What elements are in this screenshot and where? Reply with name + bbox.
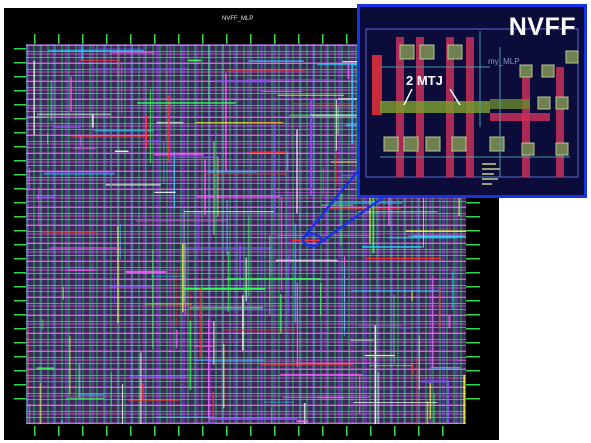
zoom-title: NVFF [508,13,576,41]
io-pin [14,244,26,246]
io-pin [58,426,60,436]
io-pin [466,314,480,316]
io-pin [14,160,26,162]
io-pin [466,398,480,400]
io-pin [466,230,480,232]
io-pin [466,202,480,204]
io-pin [226,34,228,44]
io-pin [14,90,26,92]
io-pin [322,34,324,44]
io-pin [466,328,480,330]
io-pin [466,286,480,288]
io-pin [34,426,36,436]
io-pin [130,426,132,436]
io-pin [14,356,26,358]
zoom-panel: NVFF my_MLP 2 MTJ [357,4,587,198]
io-pin [250,426,252,436]
io-pin [58,34,60,44]
io-pin [442,426,444,436]
io-pin [14,398,26,400]
io-pin [14,216,26,218]
cell-name-label: my_MLP [488,57,520,66]
io-pin [178,34,180,44]
io-pin [202,34,204,44]
io-pin [14,188,26,190]
io-pin [322,426,324,436]
io-pin [14,300,26,302]
io-pin [106,34,108,44]
layout-title: NVFF_MLP [222,16,254,22]
io-pin [14,202,26,204]
io-pin [370,426,372,436]
io-pin [466,356,480,358]
io-pin [394,426,396,436]
io-pin [14,62,26,64]
io-pin [14,48,26,50]
io-pin [14,230,26,232]
io-pin [466,342,480,344]
io-pin [466,216,480,218]
io-pin [466,272,480,274]
io-pin [14,76,26,78]
io-pin [346,34,348,44]
io-pin [466,370,480,372]
io-pin [466,244,480,246]
io-pin [82,34,84,44]
io-pin [82,426,84,436]
io-pin [14,146,26,148]
zoom-cell-layout [360,7,584,195]
io-pin [34,34,36,44]
mtj-arrow-right [449,88,461,106]
io-pin [106,426,108,436]
io-pin [250,34,252,44]
io-pin [154,34,156,44]
io-pin [14,104,26,106]
io-pin [466,384,480,386]
io-pin [130,34,132,44]
io-pin [346,426,348,436]
mtj-annotation: 2 MTJ [406,73,443,88]
io-pin [14,272,26,274]
io-pin [178,426,180,436]
io-pin [298,426,300,436]
io-pin [154,426,156,436]
io-pin [226,426,228,436]
mtj-arrow-left [403,88,413,106]
io-pin [14,286,26,288]
io-pin [14,132,26,134]
io-pin [202,426,204,436]
io-pin [418,426,420,436]
io-pin [274,426,276,436]
io-pin [14,314,26,316]
io-pin [298,34,300,44]
io-pin [14,384,26,386]
io-pin [274,34,276,44]
io-pin [14,328,26,330]
io-pin [466,258,480,260]
io-pin [14,258,26,260]
io-pin [14,174,26,176]
io-pin [14,342,26,344]
io-pin [466,300,480,302]
io-pin [14,370,26,372]
io-pin [14,118,26,120]
